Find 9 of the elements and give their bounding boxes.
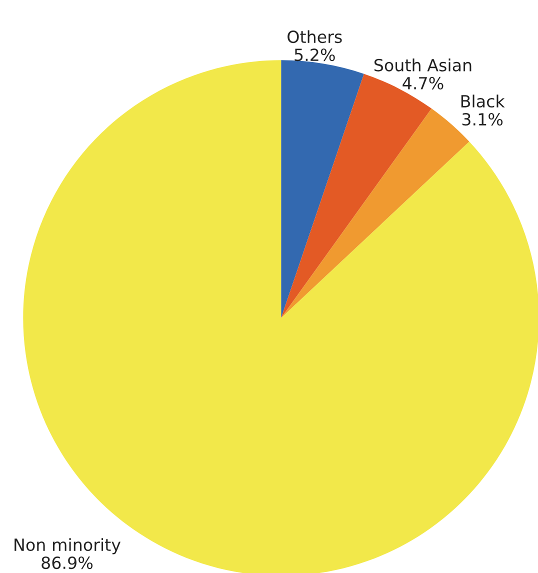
slice-label: Others [288, 30, 342, 44]
slice-label: Black [461, 94, 505, 108]
slice-label: Non minority [14, 538, 121, 554]
pie-slice [281, 60, 364, 318]
data-label: 86.9% [42, 556, 93, 570]
data-label: 5.2% [294, 48, 335, 62]
data-label: 4.7% [402, 76, 444, 90]
data-label: 3.1% [462, 112, 503, 126]
slice-label: South Asian [374, 58, 472, 72]
